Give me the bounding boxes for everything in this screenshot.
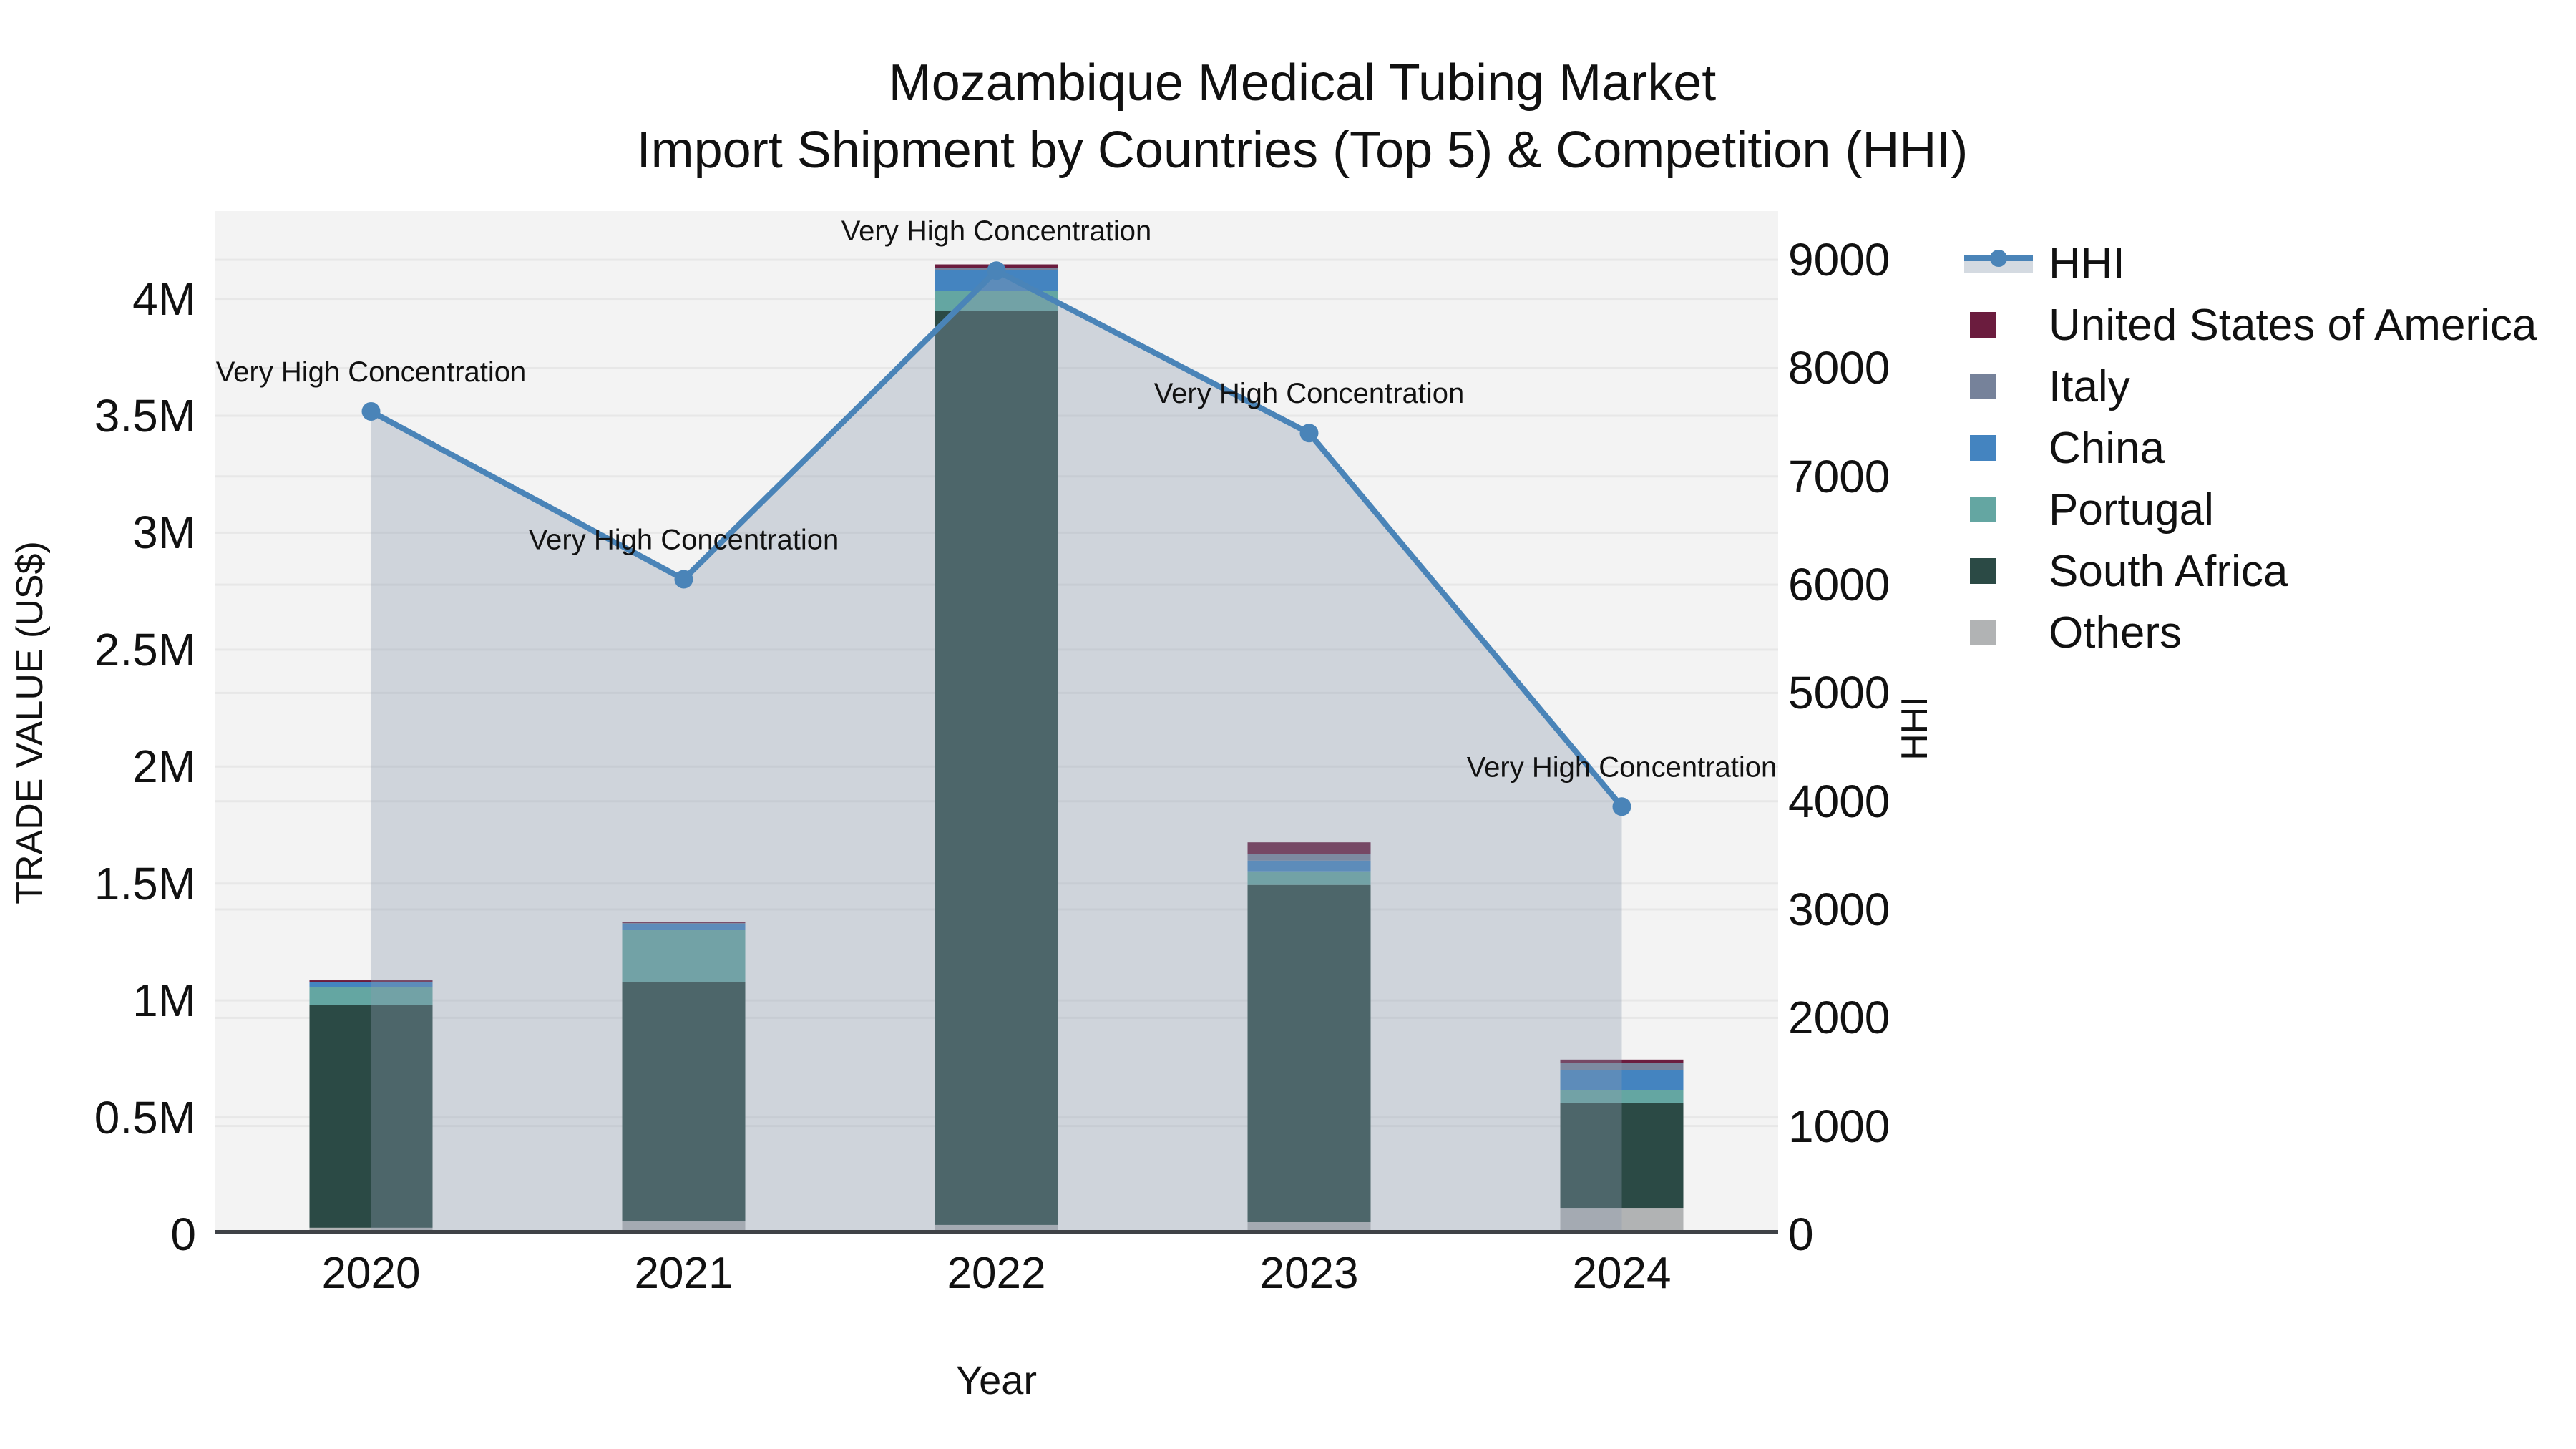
right-axis-ticks: 0 1000 2000 3000 4000 5000 6000 7000 8000 9000 <box>1788 0 2074 1449</box>
bar-2021-portugal <box>622 930 746 982</box>
color-swatch-icon <box>1970 374 1996 399</box>
color-swatch-icon <box>1970 312 1996 338</box>
left-tick-0-5m: 0.5M <box>94 1091 196 1143</box>
left-tick-4m: 4M <box>132 273 196 325</box>
legend-label: Others <box>2049 608 2182 658</box>
legend-label: Portugal <box>2049 484 2214 535</box>
bar-2024-china <box>1560 1070 1684 1091</box>
right-tick-4000: 4000 <box>1788 775 1890 827</box>
legend-label: China <box>2049 423 2165 473</box>
hhi-line-swatch-icon <box>1964 250 2033 275</box>
legend-swatch-south-africa <box>1964 558 2049 584</box>
hhi-point-2024 <box>1612 797 1631 816</box>
plot-area: Very High Concentration Very High Concent… <box>215 211 1778 1234</box>
annotation-2024: Very High Concentration <box>1467 751 1777 783</box>
legend-label: South Africa <box>2049 546 2288 596</box>
bar-2021-china <box>622 924 746 930</box>
color-swatch-icon <box>1970 620 1996 645</box>
hhi-point-2022 <box>987 261 1006 280</box>
bar-2020-portugal <box>309 987 433 1005</box>
hhi-point-2020 <box>361 401 381 421</box>
left-tick-2-5m: 2.5M <box>94 623 196 675</box>
annotation-2022: Very High Concentration <box>841 215 1152 247</box>
hhi-area <box>371 270 1622 1234</box>
bar-2024-others <box>1560 1208 1684 1234</box>
chart-title-line2: Import Shipment by Countries (Top 5) & C… <box>636 121 1968 179</box>
left-tick-1m: 1M <box>132 975 196 1027</box>
color-swatch-icon <box>1970 497 1996 522</box>
x-tick-2020: 2020 <box>321 1249 421 1298</box>
legend-swatch-italy <box>1964 374 2049 399</box>
legend-item-others[interactable]: Others <box>1964 608 2537 658</box>
right-tick-5000: 5000 <box>1788 667 1890 719</box>
chart-title: Mozambique Medical Tubing Market Import … <box>29 50 2576 184</box>
right-tick-2000: 2000 <box>1788 992 1890 1044</box>
color-swatch-icon <box>1970 558 1996 584</box>
bar-2022-south-africa <box>935 311 1058 1225</box>
legend-item-south-africa[interactable]: South Africa <box>1964 546 2537 596</box>
bar-2020-united-states-of-america <box>309 980 433 982</box>
x-tick-2024: 2024 <box>1572 1249 1672 1298</box>
legend-item-united-states-of-america[interactable]: United States of America <box>1964 300 2537 350</box>
left-tick-1-5m: 1.5M <box>94 857 196 909</box>
bar-2023-portugal <box>1247 871 1371 885</box>
right-tick-7000: 7000 <box>1788 450 1890 502</box>
right-tick-0: 0 <box>1788 1209 1814 1260</box>
annotation-2020: Very High Concentration <box>216 356 527 388</box>
bar-2023-united-states-of-america <box>1247 842 1371 854</box>
legend-item-portugal[interactable]: Portugal <box>1964 484 2537 535</box>
legend-item-italy[interactable]: Italy <box>1964 361 2537 411</box>
right-tick-9000: 9000 <box>1788 234 1890 286</box>
x-axis-title: Year <box>955 1357 1038 1402</box>
bar-2024-united-states-of-america <box>1560 1059 1684 1063</box>
bar-2023-china <box>1247 860 1371 872</box>
annotation-2023: Very High Concentration <box>1154 378 1465 409</box>
bar-2020-south-africa <box>309 1005 433 1228</box>
bar-2023-south-africa <box>1247 884 1371 1223</box>
annotation-2021: Very High Concentration <box>529 524 839 555</box>
x-tick-2021: 2021 <box>634 1249 733 1298</box>
color-swatch-icon <box>1970 435 1996 461</box>
legend-swatch-hhi <box>1964 250 2049 275</box>
hhi-point-2021 <box>674 570 693 589</box>
x-tick-2023: 2023 <box>1259 1249 1359 1298</box>
left-axis-ticks: 0 0.5M 1M 1.5M 2M 2.5M 3M 3.5M 4M <box>0 0 202 1449</box>
legend-label: United States of America <box>2049 300 2537 350</box>
legend-swatch-others <box>1964 620 2049 645</box>
bar-2021-italy <box>622 922 746 924</box>
left-tick-2m: 2M <box>132 741 196 793</box>
bar-2024-italy <box>1560 1063 1684 1070</box>
bar-2020-china <box>309 982 433 987</box>
legend-item-china[interactable]: China <box>1964 423 2537 473</box>
bar-2021-south-africa <box>622 982 746 1222</box>
right-tick-8000: 8000 <box>1788 342 1890 394</box>
bar-2024-south-africa <box>1560 1102 1684 1209</box>
hhi-point-2023 <box>1299 424 1319 443</box>
x-tick-2022: 2022 <box>947 1249 1046 1298</box>
right-tick-6000: 6000 <box>1788 559 1890 611</box>
legend-label: Italy <box>2049 361 2130 411</box>
left-tick-3-5m: 3.5M <box>94 390 196 441</box>
chart-title-line1: Mozambique Medical Tubing Market <box>888 54 1717 112</box>
legend-swatch-united-states-of-america <box>1964 312 2049 338</box>
legend-label: HHI <box>2049 238 2125 288</box>
bar-2024-portugal <box>1560 1090 1684 1103</box>
left-tick-3m: 3M <box>132 507 196 559</box>
bar-2021-united-states-of-america <box>622 922 746 923</box>
legend-item-hhi[interactable]: HHI <box>1964 238 2537 288</box>
bar-2023-italy <box>1247 854 1371 861</box>
left-tick-0: 0 <box>170 1209 196 1260</box>
legend: HHI United States of America Italy China Por… <box>1964 238 2537 671</box>
right-tick-3000: 3000 <box>1788 884 1890 936</box>
legend-swatch-china <box>1964 435 2049 461</box>
legend-swatch-portugal <box>1964 497 2049 522</box>
right-tick-1000: 1000 <box>1788 1100 1890 1152</box>
